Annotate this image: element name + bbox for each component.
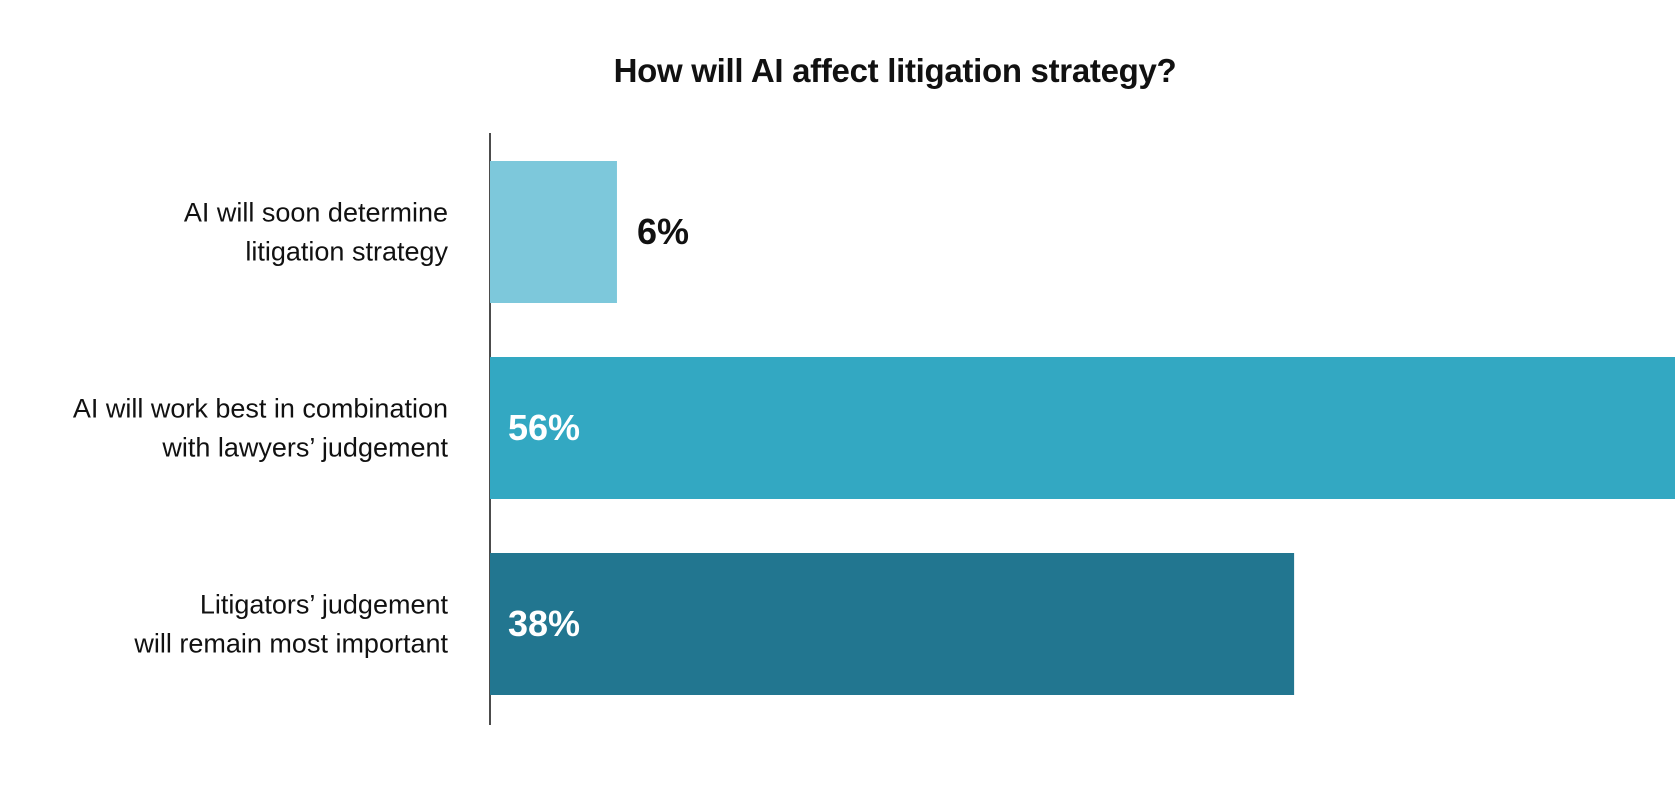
category-label-3-line-1: Litigators’ judgement (200, 590, 449, 620)
category-label-3: Litigators’ judgement will remain most im… (133, 590, 448, 659)
category-label-2-line-1: AI will work best in combination (73, 394, 448, 424)
bar-2 (490, 357, 1675, 499)
category-label-2: AI will work best in combination with law… (73, 394, 449, 463)
category-label-1-line-2: litigation strategy (245, 237, 448, 267)
category-label-1: AI will soon determine litigation strateg… (184, 198, 449, 267)
bars-layer: AI will soon determine litigation strateg… (73, 161, 1675, 695)
value-label-2: 56% (508, 407, 580, 448)
bar-1 (490, 161, 617, 303)
value-label-1: 6% (637, 211, 689, 252)
value-label-3: 38% (508, 603, 580, 644)
category-label-1-line-1: AI will soon determine (184, 198, 448, 228)
category-label-3-line-2: will remain most important (133, 629, 448, 659)
chart-title: How will AI affect litigation strategy? (614, 52, 1177, 89)
category-label-2-line-2: with lawyers’ judgement (161, 433, 448, 463)
bar-3 (490, 553, 1295, 695)
